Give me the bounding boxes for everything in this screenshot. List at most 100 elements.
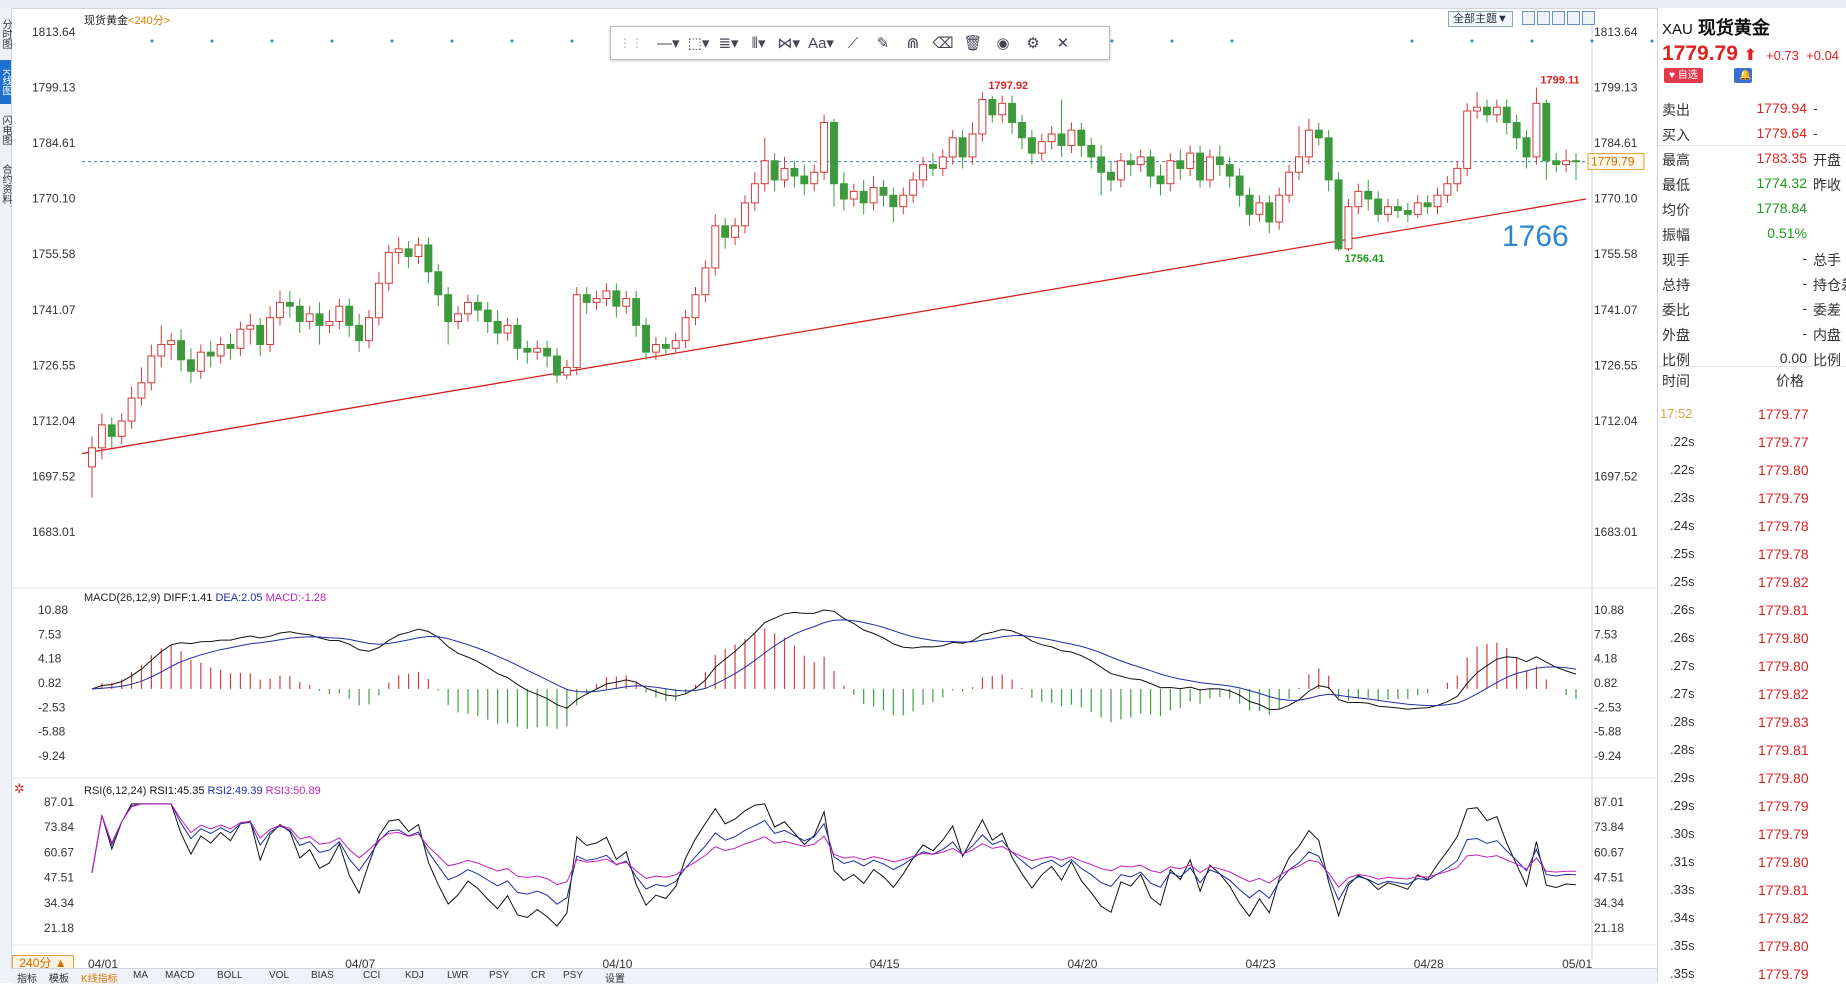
chart-area[interactable]: 1813.64 1813.64 1799.13 1799.13 1784.61 1784.…	[0, 0, 1657, 983]
candle-body	[1463, 110, 1472, 169]
theme-dropdown[interactable]: 全部主题▼	[1448, 11, 1513, 27]
candle-body	[1473, 106, 1482, 112]
indicator-tab[interactable]: BIAS	[311, 970, 334, 981]
candle-body	[1393, 206, 1402, 212]
tick-header-time: 时间	[1662, 373, 1690, 389]
indicator-tab[interactable]: CR	[531, 970, 546, 981]
macd-diff-line	[91, 609, 1577, 711]
candle-body	[1552, 160, 1561, 166]
alert-bell-icon[interactable]: 🔔	[1734, 68, 1752, 83]
indicator-tab[interactable]: 模板	[49, 974, 69, 985]
time-marker-dot	[1590, 39, 1594, 43]
tick-row: .25s 1779.82	[1658, 568, 1846, 596]
candle-body	[958, 137, 967, 158]
quote-row-value: 0.51%	[1767, 225, 1807, 241]
layout-icon-4[interactable]	[1567, 11, 1580, 25]
candle-body	[226, 343, 235, 349]
eraser-icon[interactable]: ⌫	[932, 35, 954, 52]
layout-icon-5[interactable]	[1582, 11, 1595, 25]
candle-body	[137, 382, 146, 399]
candle-body	[553, 355, 561, 376]
quote-change: +0.73 +0.04	[1766, 48, 1840, 63]
candle-body	[1295, 156, 1303, 173]
macd-tick-left: 7.53	[38, 627, 62, 641]
tick-row: .22s 1779.80	[1658, 456, 1846, 484]
low-label: 1756.41	[1345, 253, 1385, 265]
rsi-tick-right: 73.84	[1594, 820, 1624, 834]
candle-body	[968, 133, 977, 158]
y-tick-label-right: 1741.07	[1594, 303, 1638, 317]
rail-tab-timeshare[interactable]: 分时图	[0, 19, 11, 49]
indicator-tab[interactable]: 设置	[605, 974, 625, 985]
tick-row: .35s 1779.79	[1658, 960, 1846, 988]
indicator-tab[interactable]: MACD	[165, 970, 195, 981]
indicator-tab[interactable]: PSY	[489, 970, 510, 981]
macd-title: MACD(26,12,9)	[84, 592, 161, 604]
indicator-tab[interactable]: LWR	[447, 970, 469, 981]
candle-body	[1433, 194, 1442, 208]
y-tick-label-left: 1755.58	[32, 247, 76, 261]
layout-icon-1[interactable]	[1522, 11, 1535, 25]
candle-body	[681, 317, 690, 342]
toolbar-grip-icon[interactable]: ⋮⋮	[619, 36, 643, 50]
main-chart-header: 现货黄金<240分>	[84, 12, 170, 28]
time-marker-dot	[150, 39, 154, 43]
indicator-tab[interactable]: MA	[133, 970, 148, 981]
x-tick-label: 04/01	[88, 957, 118, 971]
candle-body	[414, 244, 423, 257]
gear-icon[interactable]: ⚙	[1026, 35, 1040, 52]
candle-body	[325, 321, 334, 326]
candle-body	[602, 290, 611, 300]
ruler-icon[interactable]: ⟋	[847, 34, 859, 52]
trash-icon[interactable]: 🗑	[963, 35, 983, 52]
eye-icon[interactable]: ◉	[996, 35, 1010, 52]
candle-body	[315, 313, 324, 326]
layout-icon-3[interactable]	[1552, 11, 1565, 25]
line-tool-icon[interactable]: —▾	[657, 35, 680, 52]
cycle-tool-icon[interactable]: ⦀▾	[751, 35, 766, 52]
rail-tab-contract-info[interactable]: 合约资料	[0, 164, 11, 204]
candle-body	[632, 298, 641, 326]
tick-price: 1779.80	[1758, 938, 1809, 954]
rsi-line-1	[91, 803, 1577, 927]
indicator-tab[interactable]: BOLL	[217, 970, 243, 981]
quote-row-right-label: 总手	[1813, 252, 1841, 268]
time-marker-dot	[330, 39, 334, 43]
indicator-tab[interactable]: K线指标	[81, 974, 118, 985]
y-tick-label-left: 1683.01	[32, 525, 76, 539]
quote-row-label: 均价	[1662, 202, 1690, 218]
rsi-settings-icon[interactable]: ✲	[14, 781, 25, 796]
fibonacci-tool-icon[interactable]: ≣▾	[718, 35, 739, 52]
rsi1: RSI1:45.35	[149, 785, 205, 797]
indicator-tab[interactable]: VOL	[269, 970, 290, 981]
indicator-tab[interactable]: 指标	[17, 974, 37, 985]
tick-price: 1779.82	[1758, 910, 1809, 926]
rail-tab-kline[interactable]: K线图	[0, 60, 11, 104]
candle-body	[691, 294, 700, 319]
x-tick-label: 04/10	[602, 957, 632, 971]
indicator-tab[interactable]: PSY	[563, 970, 584, 981]
indicator-tab[interactable]: CCI	[363, 970, 381, 981]
quote-row-right-label: 内盘	[1813, 327, 1841, 343]
candle-body	[1057, 133, 1066, 146]
close-icon[interactable]: ✕	[1056, 35, 1070, 52]
candle-body	[88, 447, 96, 468]
text-tool-icon[interactable]: Aa▾	[808, 35, 834, 52]
tick-row: .24s 1779.78	[1658, 512, 1846, 540]
tick-row: .26s 1779.80	[1658, 624, 1846, 652]
quote-row-right-label: 昨收	[1813, 177, 1841, 193]
y-tick-label-left: 1799.13	[32, 81, 76, 95]
rsi-tick-right: 60.67	[1594, 845, 1624, 859]
indicator-tab[interactable]: KDJ	[405, 970, 424, 981]
pattern-tool-icon[interactable]: ⋈▾	[777, 35, 801, 52]
candle-body	[1107, 171, 1115, 181]
pen-icon[interactable]: ✎	[876, 35, 890, 52]
shape-tool-icon[interactable]: ⬚▾	[687, 35, 710, 52]
magnet-icon[interactable]: ⋒	[906, 35, 920, 52]
watchlist-button[interactable]: ♥ 自选	[1664, 68, 1703, 83]
rail-tab-lightning[interactable]: 闪电图	[0, 115, 11, 145]
layout-icon-2[interactable]	[1537, 11, 1550, 25]
macd-tick-left: -5.88	[38, 725, 66, 739]
candle-body	[1522, 137, 1531, 158]
quote-row-label: 外盘	[1662, 327, 1690, 343]
